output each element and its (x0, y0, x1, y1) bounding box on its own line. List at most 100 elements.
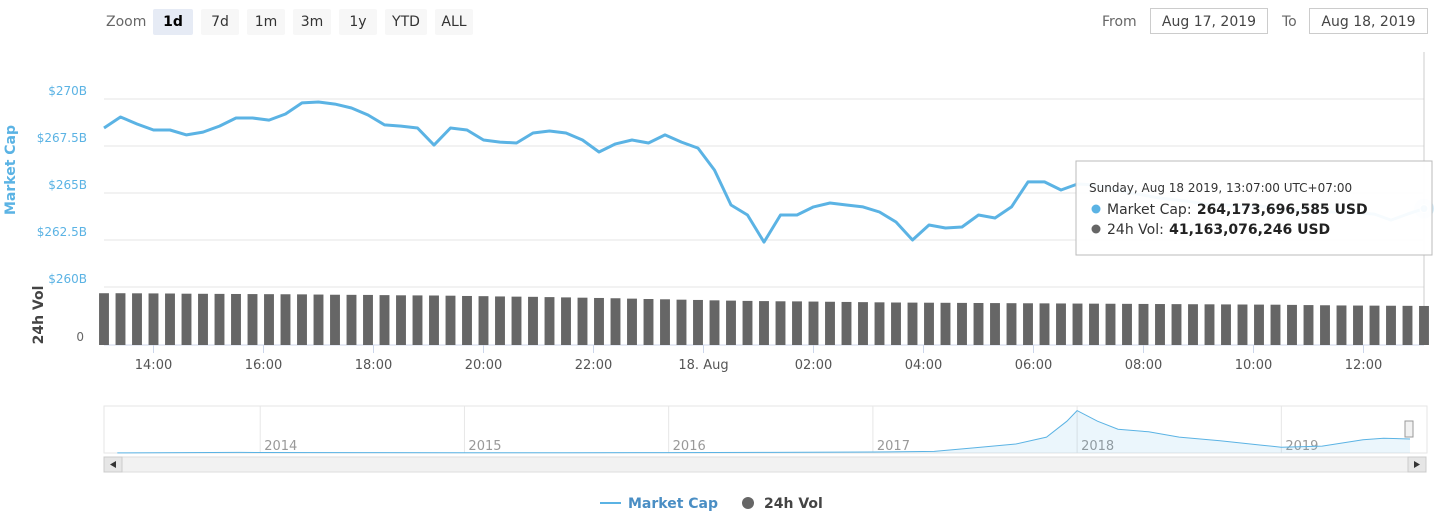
navigator-frame (103, 405, 1428, 454)
volume-bar (726, 300, 736, 345)
navigator-tick-label: 2014 (264, 439, 297, 454)
volume-bar (1138, 303, 1149, 345)
volume-bar (1320, 305, 1330, 345)
volume-bar (759, 301, 769, 345)
volume-bar (132, 293, 142, 345)
volume-bar (693, 299, 703, 345)
y-tick-label: $270B (48, 84, 87, 98)
x-tick-label: 02:00 (795, 358, 832, 373)
volume-bar (1419, 305, 1429, 345)
x-tick-label: 22:00 (575, 358, 612, 373)
navigator-handle[interactable] (1404, 420, 1414, 438)
to-input[interactable]: Aug 18, 2019 (1309, 8, 1428, 34)
tooltip-marker (1091, 204, 1101, 214)
navigator-tick-label: 2015 (468, 439, 501, 454)
x-tick-label: 16:00 (245, 358, 282, 373)
zoom-button[interactable]: 1d (153, 9, 193, 35)
volume-bar (940, 302, 951, 345)
volume-bar (1089, 303, 1099, 345)
legend-marker (742, 497, 754, 509)
volume-bar (214, 293, 225, 345)
volume-bar (924, 302, 934, 345)
volume-bar (1386, 305, 1396, 345)
x-tick-label: 08:00 (1125, 358, 1162, 373)
volume-bar (1188, 304, 1198, 345)
volume-bar (709, 300, 720, 345)
volume-bar (1402, 305, 1413, 345)
volume-bar (1072, 303, 1083, 345)
volume-bar (495, 296, 505, 345)
volume-bar (643, 299, 654, 345)
tooltip-colon: : (1159, 222, 1164, 238)
volume-bar (363, 294, 373, 345)
volume-bar (148, 293, 159, 345)
x-tick-label: 18. Aug (678, 358, 728, 373)
tooltip-colon: : (1187, 202, 1192, 218)
volume-bar (792, 301, 802, 345)
zoom-button[interactable]: 1m (247, 9, 285, 35)
volume-bar (957, 302, 967, 345)
volume-bar (1023, 303, 1033, 345)
volume-bar (1254, 304, 1264, 345)
volume-bar (181, 293, 192, 345)
volume-bar (247, 294, 258, 345)
volume-bar (561, 297, 571, 345)
to-label: To (1282, 14, 1297, 30)
volume-bar (1353, 305, 1363, 345)
x-tick-label: 14:00 (135, 358, 172, 373)
navigator-tick-label: 2018 (1081, 439, 1114, 454)
y-tick-label: $262.5B (37, 225, 87, 239)
volume-bar (841, 301, 852, 345)
volume-bar (511, 296, 522, 345)
volume-bar (99, 293, 109, 345)
volume-bar (1122, 303, 1132, 345)
volume-bar (660, 299, 670, 345)
volume-bar (858, 302, 868, 345)
zoom-button[interactable]: 7d (201, 9, 239, 35)
from-input[interactable]: Aug 17, 2019 (1150, 8, 1268, 34)
legend: Market Cap 24h Vol (600, 496, 823, 512)
zoom-button[interactable]: YTD (385, 9, 427, 35)
volume-bar (198, 293, 208, 345)
volume-bar (396, 295, 406, 345)
y2-tick-label: 0 (76, 330, 84, 344)
volume-bar (1204, 304, 1215, 345)
y-tick-label: $260B (48, 272, 87, 286)
tooltip-series: Market Cap (1107, 202, 1187, 218)
zoom-button[interactable]: ALL (435, 9, 473, 35)
volume-bar (1171, 304, 1182, 345)
zoom-button[interactable]: 3m (293, 9, 331, 35)
legend-label[interactable]: Market Cap (628, 496, 718, 512)
volume-bar (528, 296, 538, 345)
volume-bar (610, 298, 621, 345)
volume-bar (627, 298, 637, 345)
tooltip-value: 264,173,696,585 USD (1197, 202, 1368, 218)
x-tick-label: 18:00 (355, 358, 392, 373)
x-tick-label: 06:00 (1015, 358, 1052, 373)
volume-bar (891, 302, 901, 345)
volume-bar (297, 294, 307, 345)
zoom-button[interactable]: 1y (339, 9, 377, 35)
legend-label[interactable]: 24h Vol (764, 496, 823, 512)
volume-bar (1006, 303, 1017, 345)
tooltip-value: 41,163,076,246 USD (1169, 222, 1330, 238)
volume-bar (280, 294, 291, 345)
y-tick-label: $265B (48, 178, 87, 192)
volume-bar (775, 301, 786, 345)
x-tick-label: 20:00 (465, 358, 502, 373)
tooltip-box (1075, 160, 1433, 256)
volume-bar (907, 302, 918, 345)
volume-bar (379, 295, 390, 345)
volume-bar (165, 293, 175, 345)
navigator-line (117, 409, 1411, 454)
volume-bar (577, 297, 588, 345)
volume-bar (1303, 305, 1314, 345)
volume-bar (1369, 305, 1380, 345)
navigator-area (117, 410, 1410, 453)
volume-bar (445, 295, 456, 345)
scrollbar-track[interactable] (103, 456, 1427, 473)
volume-bar (115, 293, 126, 345)
volume-bar (346, 294, 357, 345)
x-tick-label: 04:00 (905, 358, 942, 373)
volume-bar (1039, 303, 1050, 345)
